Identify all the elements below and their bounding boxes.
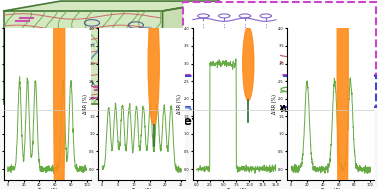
Text: PAA: PAA bbox=[276, 105, 293, 114]
Y-axis label: ΔRR (%): ΔRR (%) bbox=[177, 94, 182, 114]
Y-axis label: ΔRR (%): ΔRR (%) bbox=[272, 94, 277, 114]
X-axis label: Time (S): Time (S) bbox=[321, 188, 341, 189]
X-axis label: Time (S): Time (S) bbox=[132, 188, 152, 189]
Y-axis label: ΔRR (%): ΔRR (%) bbox=[83, 94, 88, 114]
Polygon shape bbox=[163, 1, 219, 104]
Circle shape bbox=[243, 27, 254, 100]
X-axis label: Time (S): Time (S) bbox=[226, 188, 246, 189]
FancyBboxPatch shape bbox=[183, 76, 376, 107]
Text: PANI: PANI bbox=[340, 105, 361, 114]
Circle shape bbox=[54, 0, 65, 189]
Text: Gait  detection: Gait detection bbox=[137, 115, 241, 128]
Text: PAA: PAA bbox=[212, 105, 228, 114]
Circle shape bbox=[337, 0, 348, 189]
FancyBboxPatch shape bbox=[183, 2, 376, 75]
Polygon shape bbox=[4, 1, 219, 11]
X-axis label: Time (S): Time (S) bbox=[37, 188, 57, 189]
FancyBboxPatch shape bbox=[4, 11, 163, 104]
Circle shape bbox=[148, 2, 159, 125]
